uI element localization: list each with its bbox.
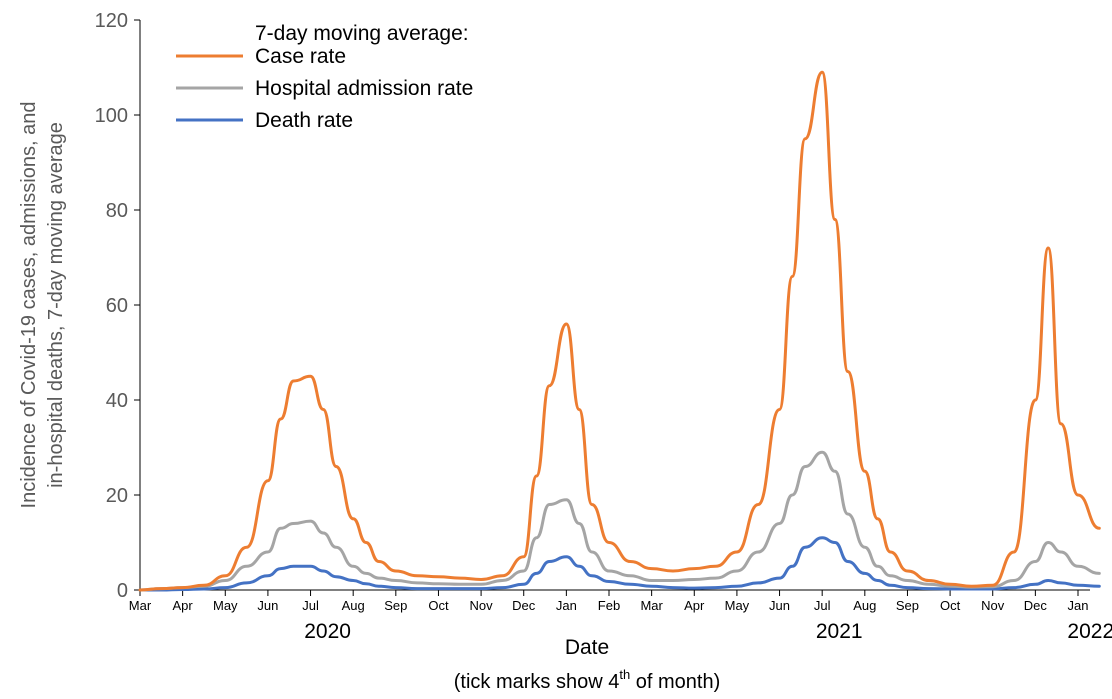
y-tick-label: 20 xyxy=(106,485,128,507)
x-tick-label: Nov xyxy=(470,598,494,613)
y-axis-label-line-2: in-hospital deaths, 7-day moving average xyxy=(45,122,67,488)
x-axis-note-prefix: (tick marks show 4 xyxy=(454,671,620,693)
x-tick-label: Jun xyxy=(769,598,790,613)
x-axis-ticks: Mar Apr May Jun Jul Aug Sep Oct Nov Dec Jan Feb Mar A… xyxy=(129,590,1112,643)
x-axis-note: (tick marks show 4th of month) xyxy=(454,667,720,693)
x-tick-label: Sep xyxy=(896,598,919,613)
series-line-case-rate xyxy=(138,70,1101,592)
series-line-death-rate xyxy=(138,536,1101,592)
y-axis-tick-labels: 0 20 40 60 80 100 120 xyxy=(95,10,140,602)
x-axis-note-suffix: of month) xyxy=(630,671,720,693)
legend-label: Hospital admission rate xyxy=(255,77,473,100)
x-tick-label: Jun xyxy=(257,598,278,613)
x-tick-label: Oct xyxy=(940,598,961,613)
x-tick-label: Apr xyxy=(684,598,705,613)
x-tick-label: Jul xyxy=(302,598,319,613)
x-tick-label: Sep xyxy=(384,598,407,613)
x-tick-label: May xyxy=(725,598,750,613)
y-axis-label-line-1: Incidence of Covid-19 cases, admissions,… xyxy=(18,102,40,509)
year-label: 2021 xyxy=(816,620,863,643)
y-tick-label: 100 xyxy=(95,105,128,127)
x-tick-label: Jul xyxy=(814,598,831,613)
y-tick-label: 40 xyxy=(106,390,128,412)
y-tick-label: 120 xyxy=(95,10,128,32)
x-axis-label: Date xyxy=(565,636,609,659)
legend: 7-day moving average: Case rate Hospital … xyxy=(176,22,473,132)
year-label: 2022 xyxy=(1067,620,1112,643)
x-tick-label: Mar xyxy=(640,598,663,613)
y-tick-label: 0 xyxy=(117,580,128,602)
x-tick-label: Jan xyxy=(1068,598,1089,613)
legend-label: Case rate xyxy=(255,45,346,68)
x-tick-label: Aug xyxy=(342,598,365,613)
x-tick-label: Feb xyxy=(598,598,620,613)
x-tick-label: Mar xyxy=(129,598,152,613)
legend-label: Death rate xyxy=(255,109,353,132)
year-label: 2020 xyxy=(304,620,351,643)
x-tick-label: Apr xyxy=(173,598,194,613)
legend-title: 7-day moving average: xyxy=(255,22,469,45)
x-tick-label: Dec xyxy=(512,598,536,613)
y-tick-label: 60 xyxy=(106,295,128,317)
x-tick-label: Aug xyxy=(853,598,876,613)
x-tick-label: Oct xyxy=(428,598,449,613)
y-tick-label: 80 xyxy=(106,200,128,222)
x-tick-label: May xyxy=(213,598,238,613)
x-axis-note-sup: th xyxy=(619,667,630,682)
x-tick-label: Nov xyxy=(981,598,1005,613)
series-lines xyxy=(138,70,1101,592)
x-tick-label: Jan xyxy=(556,598,577,613)
x-tick-label: Dec xyxy=(1024,598,1048,613)
series-line-hospital-admission-rate xyxy=(138,450,1101,592)
